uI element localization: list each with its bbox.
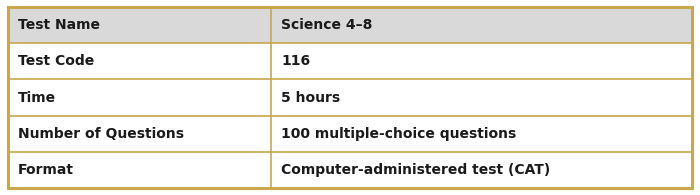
Text: 116: 116	[281, 54, 311, 68]
Text: Test Code: Test Code	[18, 54, 95, 68]
Text: Number of Questions: Number of Questions	[18, 127, 184, 141]
Bar	[8, 79, 272, 116]
Text: Science 4–8: Science 4–8	[281, 18, 372, 32]
Text: Computer-administered test (CAT): Computer-administered test (CAT)	[281, 163, 551, 177]
Bar	[8, 7, 272, 43]
Bar	[272, 152, 692, 188]
Bar	[272, 7, 692, 43]
Text: Test Name: Test Name	[18, 18, 100, 32]
Text: Format: Format	[18, 163, 74, 177]
Bar	[272, 79, 692, 116]
Text: Time: Time	[18, 90, 56, 105]
Bar	[272, 116, 692, 152]
Bar	[8, 43, 272, 79]
Text: 100 multiple-choice questions: 100 multiple-choice questions	[281, 127, 517, 141]
Bar	[272, 43, 692, 79]
Bar	[8, 152, 272, 188]
Text: 5 hours: 5 hours	[281, 90, 340, 105]
Bar	[8, 116, 272, 152]
